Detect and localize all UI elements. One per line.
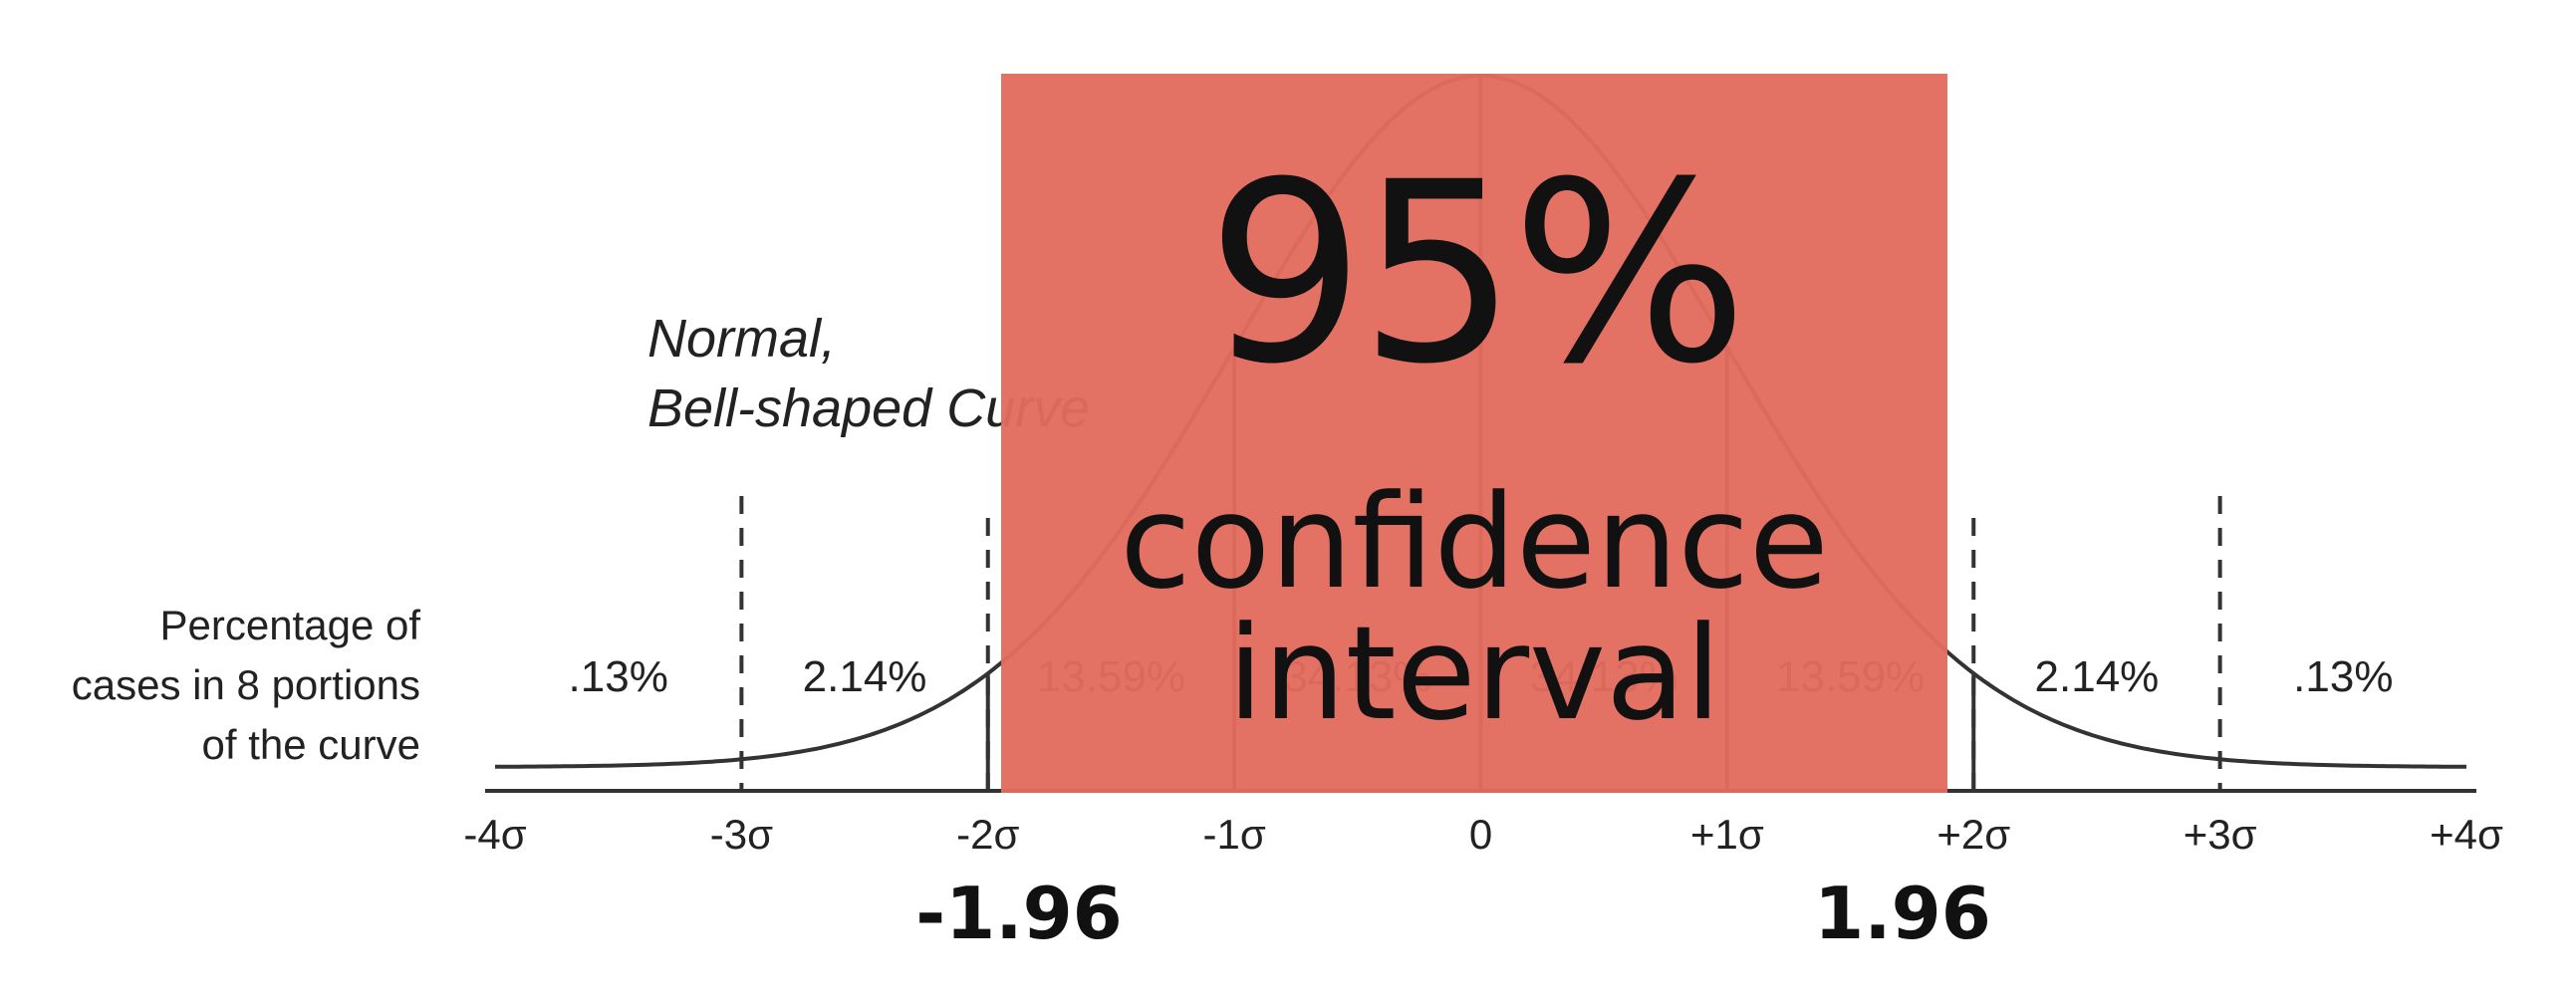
x-tick-label: +1σ [1690,811,1764,858]
x-tick-label: -1σ [1202,811,1265,858]
upper-critical-value: 1.96 [1814,872,1991,955]
portion-label: 2.14% [2035,652,2160,701]
x-tick-label: +4σ [2430,811,2503,858]
x-tick-label: +2σ [1936,811,2010,858]
x-tick-label: +3σ [2184,811,2257,858]
confidence-interval-caption: confidence interval [1001,476,1947,739]
confidence-level-label: 95% [1206,128,1748,418]
x-tick-label: -2σ [956,811,1019,858]
portion-label: .13% [569,652,668,701]
x-axis-tick-labels: -4σ -3σ -2σ -1σ 0 +1σ +2σ +3σ +4σ [463,811,2503,858]
portions-caption-line: Percentage of [159,602,420,648]
x-tick-label: -3σ [710,811,773,858]
portions-caption-line: cases in 8 portions [71,661,420,708]
confidence-caption-line: confidence [1120,466,1829,618]
portions-caption: Percentage of cases in 8 portions of the… [0,596,420,775]
curve-caption-line: Normal, [647,309,837,369]
confidence-interval-overlay [1001,74,1947,793]
portion-label: 2.14% [803,652,927,701]
portions-caption-line: of the curve [201,721,420,768]
x-tick-label: -4σ [463,811,526,858]
lower-critical-value: -1.96 [915,872,1123,955]
confidence-caption-line: interval [1227,598,1721,749]
portion-label: .13% [2293,652,2393,701]
x-tick-label: 0 [1469,811,1492,858]
